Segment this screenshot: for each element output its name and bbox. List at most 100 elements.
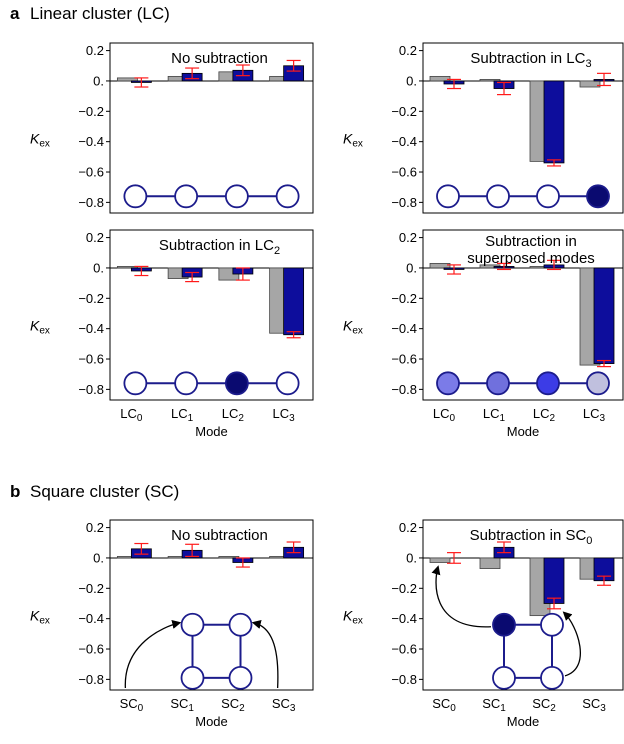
bar-reference [429, 262, 451, 269]
y-axis-label: Kex [30, 318, 50, 337]
y-tick-label: −0.2 [391, 104, 417, 119]
y-tick-label: −0.2 [78, 581, 104, 596]
cluster-node [180, 612, 205, 637]
cluster-node [586, 371, 610, 396]
y-tick-label: 0.2 [399, 230, 417, 245]
panel-title: Subtraction in [485, 233, 577, 250]
panel-title: No subtraction [171, 527, 268, 544]
x-axis-label: Mode [507, 424, 540, 439]
bar-reference [116, 266, 138, 269]
chart-panel: 0.2 0. −0.2 −0.4 −0.6 −0.8 Kex Subtraction in L… [30, 229, 314, 439]
panel-title: Subtraction in SC0 [470, 527, 593, 547]
plot-frame [422, 42, 624, 214]
cluster-node [540, 612, 564, 637]
cluster-node [492, 612, 516, 637]
y-tick-label: 0.2 [399, 43, 417, 58]
x-tick-label: LC0 [433, 406, 456, 424]
plot-frame [422, 519, 624, 691]
bar-measured [283, 267, 305, 336]
y-axis-label-subscript: ex [39, 616, 50, 627]
bar-reference [579, 80, 601, 88]
x-tick-subscript: 3 [600, 703, 606, 714]
plot-frame [109, 229, 314, 401]
x-tick-label: SC2 [221, 696, 245, 714]
y-tick-label: 0. [93, 550, 104, 565]
cluster-node [228, 665, 253, 690]
y-axis-label-subscript: ex [352, 326, 363, 337]
cluster-node [275, 371, 300, 396]
y-tick-label: −0.4 [391, 134, 417, 149]
y-tick-label: −0.2 [391, 581, 417, 596]
x-tick-label: SC0 [120, 696, 144, 714]
x-tick-subscript: 0 [450, 413, 456, 424]
y-tick-label: −0.8 [391, 195, 417, 210]
bar-reference [218, 556, 240, 559]
bar-measured [593, 267, 615, 364]
x-tick-subscript: 3 [600, 413, 606, 424]
cluster-node [174, 371, 199, 396]
x-tick-label: LC3 [583, 406, 606, 424]
y-tick-label: 0. [406, 550, 417, 565]
section-b-letter: b [10, 482, 20, 501]
x-tick-label: SC3 [272, 696, 296, 714]
x-tick-label: LC0 [120, 406, 143, 424]
x-tick-label: SC1 [170, 696, 194, 714]
y-axis-label: Kex [343, 608, 363, 627]
x-tick-subscript: 3 [289, 413, 295, 424]
panel-title: No subtraction [171, 50, 268, 67]
panel-title: superposed modes [467, 250, 595, 267]
x-tick-subscript: 0 [450, 703, 456, 714]
x-tick-label: SC1 [482, 696, 506, 714]
cluster-node [224, 184, 249, 209]
x-tick-label: SC0 [432, 696, 456, 714]
y-tick-label: 0. [406, 260, 417, 275]
x-tick-subscript: 3 [290, 703, 296, 714]
y-axis-label: Kex [343, 318, 363, 337]
y-tick-label: 0.2 [399, 520, 417, 535]
bar-reference [479, 79, 501, 82]
y-tick-label: −0.2 [391, 291, 417, 306]
panel-title-subscript: 2 [274, 245, 280, 257]
cluster-node [540, 665, 564, 690]
arrow [431, 565, 492, 628]
y-axis-label: Kex [343, 131, 363, 150]
x-tick-subscript: 0 [138, 703, 144, 714]
y-axis-label-subscript: ex [352, 616, 363, 627]
cluster-node [174, 184, 199, 209]
y-tick-label: −0.4 [78, 611, 104, 626]
panel-title-subscript: 0 [586, 535, 592, 547]
y-tick-label: −0.6 [391, 165, 417, 180]
chart-panel: 0.2 0. −0.2 −0.4 −0.6 −0.8 Kex Subtraction insu… [343, 229, 624, 439]
y-tick-label: −0.8 [78, 195, 104, 210]
arrow [562, 611, 581, 677]
arrow [124, 619, 182, 689]
chart-panel: 0.2 0. −0.2 −0.4 −0.6 −0.8 Kex No subtraction SC… [30, 519, 314, 729]
y-tick-label: −0.6 [78, 352, 104, 367]
panel-title-subscript: 3 [585, 58, 591, 70]
cluster-node [275, 184, 300, 209]
x-tick-label: LC1 [483, 406, 506, 424]
y-tick-label: 0. [93, 260, 104, 275]
x-tick-label: LC1 [171, 406, 194, 424]
plot-frame [109, 42, 314, 214]
bar-reference [116, 77, 138, 82]
y-axis-label-subscript: ex [39, 139, 50, 150]
plot-frame [422, 229, 624, 401]
x-tick-subscript: 1 [500, 413, 506, 424]
y-tick-label: −0.8 [78, 382, 104, 397]
x-tick-subscript: 2 [238, 413, 244, 424]
cluster-edge [191, 623, 242, 679]
y-tick-label: −0.6 [391, 352, 417, 367]
x-tick-subscript: 1 [188, 703, 194, 714]
section-b-title: Square cluster (SC) [30, 482, 179, 501]
bar-reference [479, 557, 501, 569]
cluster-node [486, 184, 510, 209]
section-a-title: Linear cluster (LC) [30, 4, 170, 23]
chart-panel: 0.2 0. −0.2 −0.4 −0.6 −0.8 Kex No subtraction [30, 42, 314, 214]
cluster-node [536, 184, 560, 209]
x-tick-subscript: 2 [550, 703, 556, 714]
panel-title: Subtraction in LC3 [470, 50, 591, 70]
cluster-node [586, 184, 610, 209]
cluster-node [436, 184, 460, 209]
